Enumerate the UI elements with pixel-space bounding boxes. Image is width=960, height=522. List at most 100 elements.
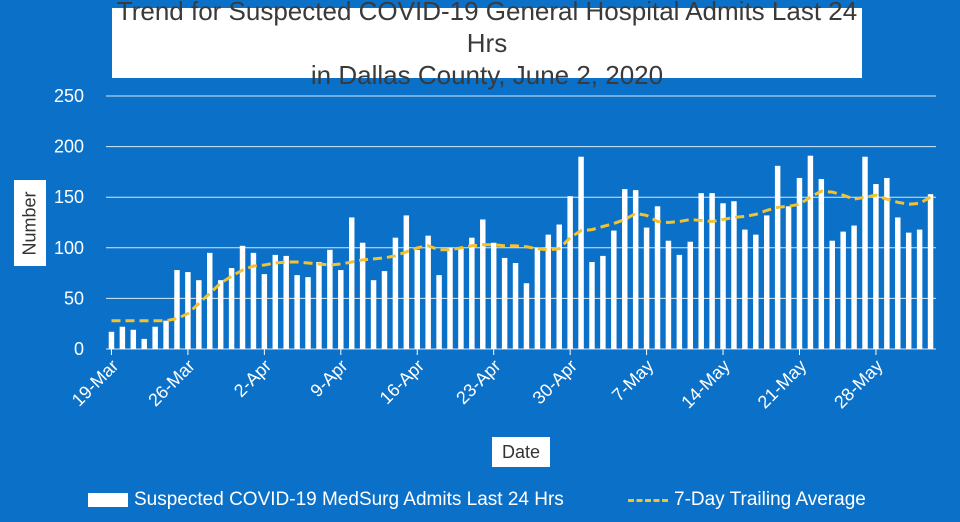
bar — [381, 271, 388, 349]
bar — [676, 254, 683, 349]
x-tick-label: 2-Apr — [230, 356, 275, 401]
x-tick-label: 19-Mar — [68, 356, 122, 410]
bar — [469, 237, 475, 349]
bar — [654, 206, 661, 349]
bar — [196, 280, 202, 349]
bar — [709, 193, 715, 349]
y-axis-label-box: Number — [14, 180, 46, 266]
bar — [840, 231, 846, 349]
bar — [316, 261, 322, 349]
bar — [370, 280, 377, 349]
bar — [174, 270, 180, 349]
bar-series — [108, 155, 934, 349]
bar — [643, 227, 650, 349]
bar — [338, 270, 344, 349]
bar — [425, 235, 431, 349]
bar — [283, 255, 289, 349]
bar — [185, 272, 191, 349]
y-tick-label: 0 — [74, 339, 84, 359]
bar — [490, 242, 497, 349]
bar — [108, 331, 115, 349]
bar — [829, 240, 835, 349]
bar — [480, 219, 486, 349]
average-line-series — [111, 189, 932, 323]
bar — [665, 240, 672, 349]
legend: Suspected COVID-19 MedSurg Admits Last 2… — [0, 486, 960, 514]
chart-title: Trend for Suspected COVID-19 General Hos… — [116, 0, 858, 58]
bar — [272, 254, 279, 349]
legend-item-bars: Suspected COVID-19 MedSurg Admits Last 2… — [88, 489, 564, 511]
bar — [763, 215, 770, 349]
x-tick-label: 23-Apr — [452, 356, 504, 408]
x-tick-label: 28-May — [830, 356, 887, 413]
y-axis-label: Number — [19, 190, 40, 256]
bar — [567, 196, 573, 349]
bar — [698, 193, 704, 349]
bar — [873, 184, 879, 349]
x-tick-label: 30-Apr — [529, 356, 581, 408]
bar — [818, 178, 825, 349]
y-tick-label: 200 — [54, 137, 84, 157]
bar — [261, 274, 268, 349]
bar — [512, 262, 519, 349]
bar — [720, 203, 726, 349]
bar — [796, 177, 803, 349]
x-axis-ticks: 19-Mar 26-Mar 2-Apr 9-Apr 16-Apr 23-Apr 30-Apr… — [68, 349, 887, 412]
x-axis-label-box: Date — [492, 437, 550, 467]
bar — [239, 245, 246, 349]
bar — [895, 217, 901, 349]
bar — [348, 217, 355, 349]
bar — [436, 275, 442, 349]
bar — [250, 252, 257, 349]
x-tick-label: 9-Apr — [306, 356, 351, 401]
bar — [774, 165, 781, 349]
bar — [622, 189, 628, 349]
legend-line-swatch — [628, 498, 668, 502]
bar — [327, 249, 333, 349]
bar — [753, 234, 759, 349]
bar — [392, 237, 399, 349]
x-axis-label: Date — [501, 441, 541, 462]
bar — [447, 247, 453, 349]
chart-title-box: Trend for Suspected COVID-19 General Hos… — [112, 0, 862, 90]
bar — [294, 275, 300, 349]
bar — [207, 252, 213, 349]
bar — [305, 277, 311, 349]
legend-item-average: 7-Day Trailing Average — [628, 489, 866, 511]
legend-bar-swatch — [88, 493, 128, 507]
bar — [611, 230, 617, 349]
bar — [785, 206, 792, 349]
bar — [862, 156, 868, 349]
bar — [217, 280, 224, 349]
bar — [458, 247, 464, 349]
bar — [403, 215, 410, 349]
y-axis-ticks: 0 50 100 150 200 250 — [54, 86, 84, 359]
legend-line-label: 7-Day Trailing Average — [674, 489, 866, 510]
bar — [523, 283, 530, 349]
average-line — [111, 189, 932, 323]
bar — [600, 255, 606, 349]
bar — [578, 156, 584, 349]
bar — [163, 320, 169, 349]
bar — [359, 242, 366, 349]
x-tick-label: 26-Mar — [144, 356, 198, 410]
bar — [807, 155, 814, 349]
y-tick-label: 50 — [64, 288, 84, 308]
chart-subtitle: in Dallas County, June 2, 2020 — [310, 60, 664, 90]
bar — [501, 257, 508, 349]
bar — [927, 194, 934, 349]
y-tick-label: 150 — [54, 187, 84, 207]
bar — [556, 224, 562, 349]
x-tick-label: 16-Apr — [376, 356, 428, 408]
bar — [687, 241, 694, 349]
y-tick-label: 250 — [54, 86, 84, 106]
x-tick-label: 14-May — [677, 356, 734, 413]
bar — [731, 201, 737, 349]
x-tick-label: 21-May — [754, 356, 811, 413]
y-tick-label: 100 — [54, 238, 84, 258]
legend-bar-label: Suspected COVID-19 MedSurg Admits Last 2… — [134, 489, 564, 510]
x-tick-label: 7-May — [608, 356, 658, 406]
bar — [742, 229, 748, 349]
bar — [545, 234, 552, 349]
bar — [119, 326, 126, 349]
